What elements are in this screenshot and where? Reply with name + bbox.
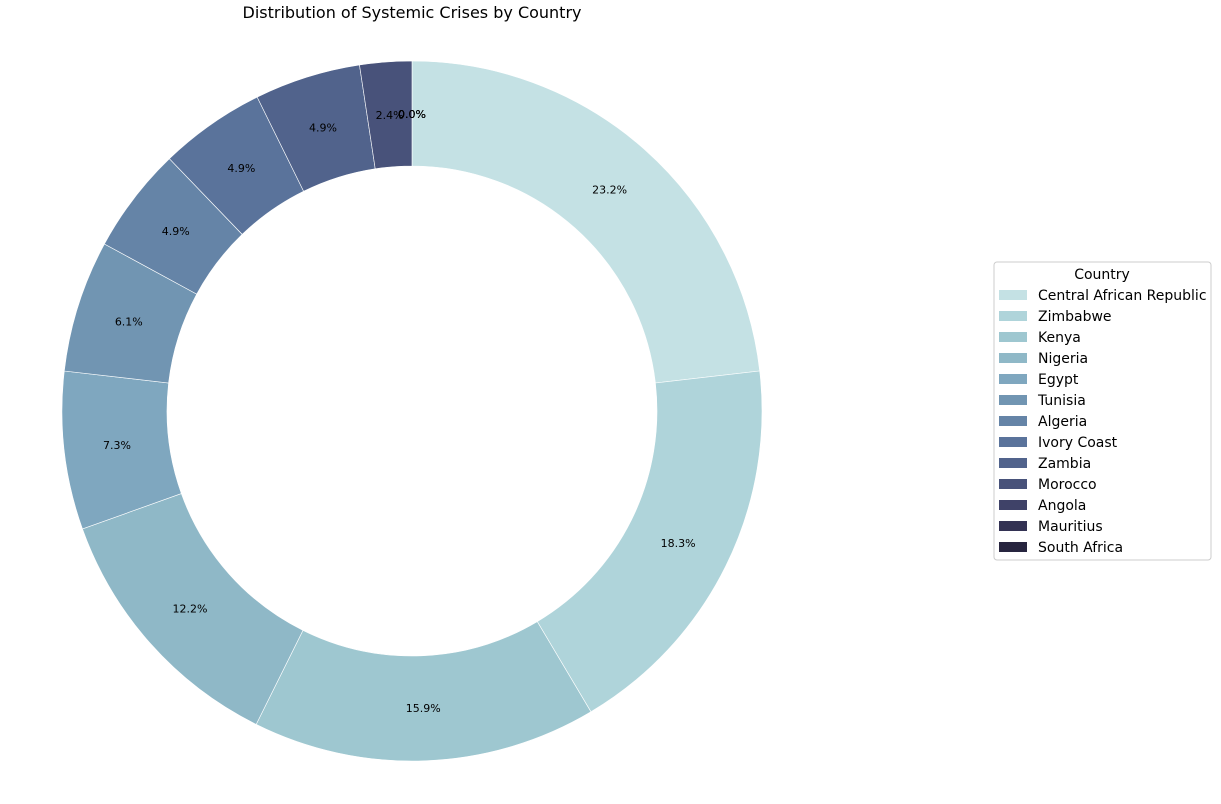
legend-label-zimbabwe: Zimbabwe bbox=[1038, 309, 1112, 325]
legend-swatch-tunisia bbox=[999, 395, 1027, 405]
slice-central-african-republic bbox=[411, 60, 761, 384]
legend-swatch-zambia bbox=[999, 458, 1027, 468]
donut-slices bbox=[61, 60, 763, 762]
legend-swatch-algeria bbox=[999, 416, 1027, 426]
legend-swatch-zimbabwe bbox=[999, 311, 1027, 321]
legend-swatch-mauritius bbox=[999, 521, 1027, 531]
legend-label-algeria: Algeria bbox=[1038, 414, 1087, 430]
legend-label-central-african-republic: Central African Republic bbox=[1038, 288, 1207, 304]
legend-label-egypt: Egypt bbox=[1038, 372, 1079, 388]
legend-label-south-africa: South Africa bbox=[1038, 540, 1123, 556]
percent-label-south-africa: 0.0% bbox=[398, 108, 426, 121]
slice-morocco bbox=[359, 60, 413, 170]
slice-zimbabwe bbox=[536, 370, 763, 713]
legend-label-mauritius: Mauritius bbox=[1038, 519, 1103, 535]
legend-swatch-nigeria bbox=[999, 353, 1027, 363]
percent-label-tunisia: 6.1% bbox=[115, 316, 143, 329]
legend-swatch-central-african-republic bbox=[999, 290, 1027, 300]
legend-swatch-ivory-coast bbox=[999, 437, 1027, 447]
percent-label-morocco: 2.4% bbox=[376, 109, 404, 122]
percent-label-ivory-coast: 4.9% bbox=[227, 162, 255, 175]
legend-swatch-kenya bbox=[999, 332, 1027, 342]
legend-label-morocco: Morocco bbox=[1038, 477, 1097, 493]
legend-swatch-south-africa bbox=[999, 542, 1027, 552]
legend-frame bbox=[993, 261, 1212, 561]
legend-label-tunisia: Tunisia bbox=[1037, 393, 1086, 409]
legend-title: Country bbox=[1074, 267, 1130, 283]
percent-label-angola: 0.0% bbox=[398, 108, 426, 121]
legend-swatch-angola bbox=[999, 500, 1027, 510]
slice-kenya bbox=[255, 621, 592, 762]
legend-swatch-morocco bbox=[999, 479, 1027, 489]
legend: Country Central African Republic Zimbabwe… bbox=[993, 261, 1212, 561]
legend-label-kenya: Kenya bbox=[1038, 330, 1081, 346]
legend-label-angola: Angola bbox=[1038, 498, 1086, 514]
legend-items: Central African Republic Zimbabwe Kenya Nig… bbox=[999, 288, 1207, 556]
percent-label-central-african-republic: 23.2% bbox=[592, 183, 627, 196]
percent-label-mauritius: 0.0% bbox=[398, 108, 426, 121]
percent-label-nigeria: 12.2% bbox=[173, 602, 208, 615]
legend-label-ivory-coast: Ivory Coast bbox=[1038, 435, 1118, 451]
legend-swatch-egypt bbox=[999, 374, 1027, 384]
percent-labels: 23.2% 18.3% 15.9% 12.2% 7.3% 6.1% 4.9% 4.9% 4.9%… bbox=[103, 108, 696, 715]
legend-label-nigeria: Nigeria bbox=[1038, 351, 1088, 367]
percent-label-algeria: 4.9% bbox=[162, 225, 190, 238]
percent-label-zimbabwe: 18.3% bbox=[661, 537, 696, 550]
percent-label-egypt: 7.3% bbox=[103, 439, 131, 452]
percent-label-kenya: 15.9% bbox=[406, 702, 441, 715]
legend-label-zambia: Zambia bbox=[1038, 456, 1091, 472]
chart-title: Distribution of Systemic Crises by Count… bbox=[243, 3, 582, 22]
percent-label-zambia: 4.9% bbox=[309, 122, 337, 135]
